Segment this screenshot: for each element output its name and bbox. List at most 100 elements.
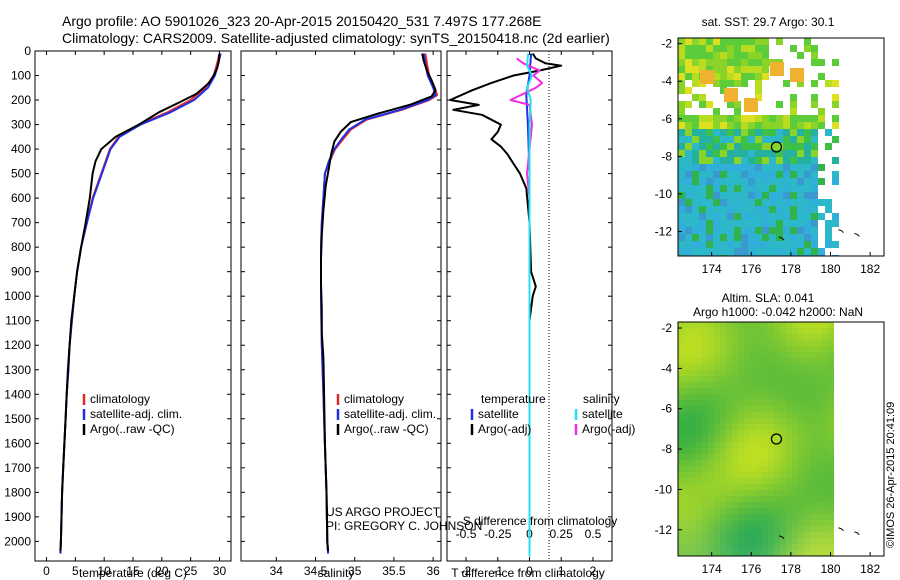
sst-cell [692,213,699,220]
sst-cell [727,234,734,241]
depth-tick-label: 100 [11,69,31,83]
sst-cell [741,73,748,80]
sst-cell [741,129,748,136]
salinity-x-axis: 34 34.5 35 35.5 36 [241,50,441,578]
sla-cell [762,442,768,448]
sst-cell [748,143,755,150]
sla-cell [828,346,834,352]
sla-cell [744,352,750,358]
legend-label: Argo(-adj) [582,422,635,436]
sla-map-frame [677,321,885,557]
depth-axis: 0100200300400500600700800900100011001200… [4,44,39,548]
depth-tick-label: 900 [11,265,31,279]
sst-cell [699,122,706,129]
sla-cell [798,376,804,382]
sla-cell [822,490,828,496]
x-tick-label: -2 [461,564,472,578]
sla-cell [786,460,792,466]
sst-cell [769,199,776,206]
sst-cell [755,150,762,157]
sla-cell [798,508,804,514]
sla-cell [798,490,804,496]
sla-cell [702,442,708,448]
sst-cell [790,68,804,82]
sst-cell [811,164,818,171]
sla-cell [714,382,720,388]
sla-cell [744,484,750,490]
legend-label: climatology [344,392,404,406]
sst-cell [804,150,811,157]
sst-cell [720,241,727,248]
sla-cell [678,454,684,460]
salinity-panel: 34 34.5 35 35.5 36 salinity climatologysatel… [240,50,482,580]
sst-cell [692,248,699,255]
sla-cell [696,466,702,472]
sst-cell [776,129,783,136]
sst-cell [720,52,727,59]
sla-cell [720,538,726,544]
sla-cell [696,478,702,484]
sla-cell [678,490,684,496]
sla-cell [774,544,780,550]
sst-cell [832,136,839,143]
series-line [320,53,439,554]
sla-cell [708,382,714,388]
sla-cell [828,502,834,508]
sla-cell [756,322,762,328]
sla-cell [750,418,756,424]
sst-cell [713,164,720,171]
sst-cell [741,171,748,178]
sst-cell [692,59,699,66]
sla-cell [678,346,684,352]
sla-cell [714,400,720,406]
sla-cell [744,394,750,400]
island-mark [854,531,860,536]
sst-cell [776,136,783,143]
sla-cell [786,502,792,508]
sla-cell [780,466,786,472]
sst-cell [734,171,741,178]
sst-cell [741,199,748,206]
sla-cell [786,388,792,394]
sla-cell [816,400,822,406]
sla-cell [714,406,720,412]
sla-cell [684,454,690,460]
sla-cell [696,400,702,406]
depth-tick-label: 400 [11,142,31,156]
sst-cell [713,241,720,248]
sla-cell [702,550,708,556]
sst-cell [804,227,811,234]
sst-cell [692,136,699,143]
sst-cell [727,66,734,73]
sst-cell [699,171,706,178]
sla-cell [762,496,768,502]
sst-cell [741,157,748,164]
sst-cell [706,178,713,185]
sla-cell [756,526,762,532]
sla-cell [816,514,822,520]
sla-cell [828,370,834,376]
sla-cell [780,520,786,526]
sla-cell [798,334,804,340]
sst-cell [804,129,811,136]
sla-cell [804,454,810,460]
sla-cell [810,340,816,346]
sla-cell [750,496,756,502]
sla-cell [762,322,768,328]
sla-cell [768,328,774,334]
sla-cell [816,490,822,496]
sst-cell [741,164,748,171]
sla-cell [792,376,798,382]
sst-cell [790,136,797,143]
sla-cell [756,334,762,340]
sla-cell [750,424,756,430]
sla-cell [756,388,762,394]
sla-cell [684,466,690,472]
sst-cell [769,213,776,220]
sst-cell [769,157,776,164]
sla-cell [756,382,762,388]
sst-cell [720,122,727,129]
sla-cell [696,358,702,364]
sla-cell [792,478,798,484]
sst-cell [678,220,685,227]
